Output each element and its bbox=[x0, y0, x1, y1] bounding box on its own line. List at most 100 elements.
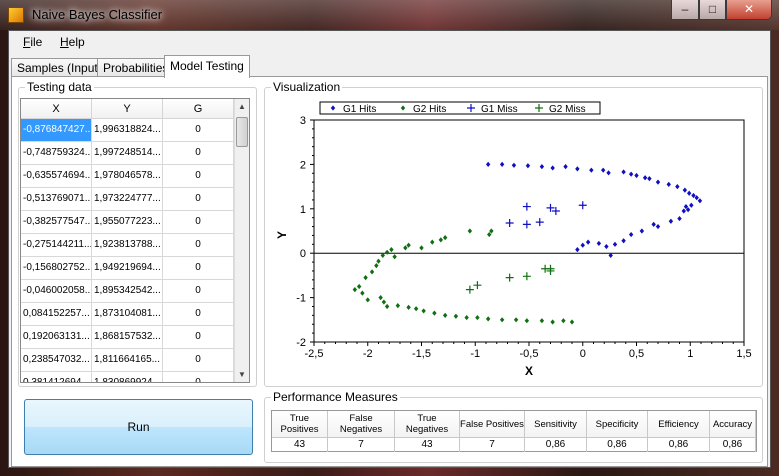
grid-scrollbar[interactable]: ▲ ▼ bbox=[234, 99, 249, 382]
g1-hits-point bbox=[485, 161, 491, 167]
grid-cell-y[interactable]: 1,923813788... bbox=[92, 234, 163, 257]
title-bar[interactable]: Naive Bayes Classifier – □ ✕ bbox=[0, 0, 779, 30]
testing-data-label: Testing data bbox=[25, 80, 94, 94]
grid-cell-g[interactable]: 0 bbox=[163, 142, 234, 165]
table-row[interactable]: -0,046002058... 1,895342542... 0 bbox=[21, 280, 236, 303]
x-tick-label: 0 bbox=[580, 348, 586, 360]
window-title: Naive Bayes Classifier bbox=[32, 7, 163, 22]
table-row[interactable]: -0,876847427... 1,996318824... 0 bbox=[21, 119, 236, 142]
grid-cell-x[interactable]: 0,238547032... bbox=[21, 349, 92, 372]
grid-cell-y[interactable]: 1,996318824... bbox=[92, 119, 163, 142]
grid-cell-x[interactable]: -0,156802752... bbox=[21, 257, 92, 280]
x-tick-label: 1 bbox=[687, 348, 693, 360]
grid-cell-x[interactable]: -0,382577547... bbox=[21, 211, 92, 234]
g1-miss-point bbox=[578, 201, 587, 210]
scroll-down-icon[interactable]: ▼ bbox=[238, 370, 246, 379]
grid-cell-x[interactable]: 0,381412694... bbox=[21, 372, 92, 382]
table-row[interactable]: -0,156802752... 1,949219694... 0 bbox=[21, 257, 236, 280]
g2-hits-point bbox=[419, 245, 424, 251]
tab-samples-input[interactable]: Samples (Input) bbox=[11, 58, 108, 77]
grid-cell-g[interactable]: 0 bbox=[163, 234, 234, 257]
table-row[interactable]: 0,381412694... 1,830869924... 0 bbox=[21, 372, 236, 382]
minimize-button[interactable]: – bbox=[671, 0, 699, 20]
grid-cell-g[interactable]: 0 bbox=[163, 303, 234, 326]
perf-value: 7 bbox=[328, 438, 395, 452]
grid-cell-g[interactable]: 0 bbox=[163, 372, 234, 382]
menu-help[interactable]: Help bbox=[60, 35, 85, 49]
table-row[interactable]: 0,192063131... 1,868157532... 0 bbox=[21, 326, 236, 349]
grid-cell-x[interactable]: -0,046002058... bbox=[21, 280, 92, 303]
g2-hits-point bbox=[384, 303, 390, 310]
grid-cell-y[interactable]: 1,949219694... bbox=[92, 257, 163, 280]
x-tick-label: -2,5 bbox=[305, 348, 324, 360]
g1-miss-point bbox=[546, 203, 555, 212]
menu-help-accel: H bbox=[60, 35, 69, 49]
grid-cell-g[interactable]: 0 bbox=[163, 349, 234, 372]
g1-hits-point bbox=[575, 247, 580, 253]
g1-hits-point bbox=[596, 240, 602, 247]
x-tick-label: -0,5 bbox=[520, 348, 539, 360]
grid-cell-x[interactable]: 0,084152257... bbox=[21, 303, 92, 326]
y-tick-label: 1 bbox=[300, 204, 306, 216]
table-row[interactable]: -0,382577547... 1,955077223... 0 bbox=[21, 211, 236, 234]
maximize-button[interactable]: □ bbox=[699, 0, 726, 20]
g1-hits-point bbox=[682, 187, 688, 193]
grid-cell-y[interactable]: 1,873104081... bbox=[92, 303, 163, 326]
legend-g1-miss-label: G1 Miss bbox=[481, 104, 518, 115]
table-row[interactable]: -0,513769071... 1,973224777... 0 bbox=[21, 188, 236, 211]
g1-hits-point bbox=[642, 175, 648, 181]
grid-cell-x[interactable]: -0,876847427... bbox=[21, 119, 92, 142]
grid-cell-x[interactable]: 0,192063131... bbox=[21, 326, 92, 349]
tab-model-testing[interactable]: Model Testing bbox=[164, 55, 250, 78]
grid-cell-g[interactable]: 0 bbox=[163, 211, 234, 234]
g1-hits-point bbox=[675, 184, 680, 190]
scroll-up-icon[interactable]: ▲ bbox=[238, 102, 246, 111]
grid-cell-g[interactable]: 0 bbox=[163, 188, 234, 211]
table-row[interactable]: 0,238547032... 1,811664165... 0 bbox=[21, 349, 236, 372]
g1-hits-point bbox=[621, 169, 626, 175]
grid-cell-x[interactable]: -0,748759324... bbox=[21, 142, 92, 165]
grid-cell-y[interactable]: 1,868157532... bbox=[92, 326, 163, 349]
close-button[interactable]: ✕ bbox=[726, 0, 772, 20]
table-row[interactable]: -0,275144211... 1,923813788... 0 bbox=[21, 234, 236, 257]
tab-probabilities[interactable]: Probabilities bbox=[97, 58, 175, 77]
run-button[interactable]: Run bbox=[24, 399, 253, 455]
g1-hits-point bbox=[666, 181, 671, 187]
g2-hits-point bbox=[374, 263, 379, 269]
testing-data-grid[interactable]: X Y G -0,876847427... 1,996318824... 0 -0,7… bbox=[20, 98, 250, 383]
x-tick-label: 1,5 bbox=[736, 348, 751, 360]
grid-cell-x[interactable]: -0,513769071... bbox=[21, 188, 92, 211]
grid-cell-y[interactable]: 1,811664165... bbox=[92, 349, 163, 372]
grid-cell-y[interactable]: 1,973224777... bbox=[92, 188, 163, 211]
perf-header: True Positives bbox=[272, 411, 328, 438]
column-header-y[interactable]: Y bbox=[92, 99, 163, 119]
menu-help-rest: elp bbox=[68, 35, 85, 49]
grid-cell-y[interactable]: 1,997248514... bbox=[92, 142, 163, 165]
g2-hits-point bbox=[489, 228, 494, 234]
table-row[interactable]: 0,084152257... 1,873104081... 0 bbox=[21, 303, 236, 326]
grid-cell-g[interactable]: 0 bbox=[163, 280, 234, 303]
grid-cell-y[interactable]: 1,978046578... bbox=[92, 165, 163, 188]
x-tick-label: -2 bbox=[363, 348, 373, 360]
visualization-group: Visualization -2,5 -2 -1,5 -1 -0,5 0 0,5 1 1,5 -2… bbox=[264, 80, 763, 387]
g1-miss-point bbox=[535, 218, 544, 227]
scroll-thumb[interactable] bbox=[236, 117, 248, 147]
grid-cell-g[interactable]: 0 bbox=[163, 119, 234, 142]
grid-cell-g[interactable]: 0 bbox=[163, 326, 234, 349]
column-header-x[interactable]: X bbox=[21, 99, 92, 119]
grid-cell-x[interactable]: -0,635574694... bbox=[21, 165, 92, 188]
menu-file[interactable]: File bbox=[23, 35, 42, 49]
table-row[interactable]: -0,635574694... 1,978046578... 0 bbox=[21, 165, 236, 188]
g2-hits-point bbox=[356, 283, 362, 290]
legend-box bbox=[319, 101, 601, 115]
table-row[interactable]: -0,748759324... 1,997248514... 0 bbox=[21, 142, 236, 165]
grid-cell-y[interactable]: 1,895342542... bbox=[92, 280, 163, 303]
column-header-g[interactable]: G bbox=[163, 99, 234, 119]
y-tick-label: -1 bbox=[296, 293, 306, 305]
grid-cell-x[interactable]: -0,275144211... bbox=[21, 234, 92, 257]
g2-hits-point bbox=[524, 318, 530, 324]
grid-cell-y[interactable]: 1,830869924... bbox=[92, 372, 163, 382]
grid-cell-g[interactable]: 0 bbox=[163, 165, 234, 188]
grid-cell-y[interactable]: 1,955077223... bbox=[92, 211, 163, 234]
grid-cell-g[interactable]: 0 bbox=[163, 257, 234, 280]
